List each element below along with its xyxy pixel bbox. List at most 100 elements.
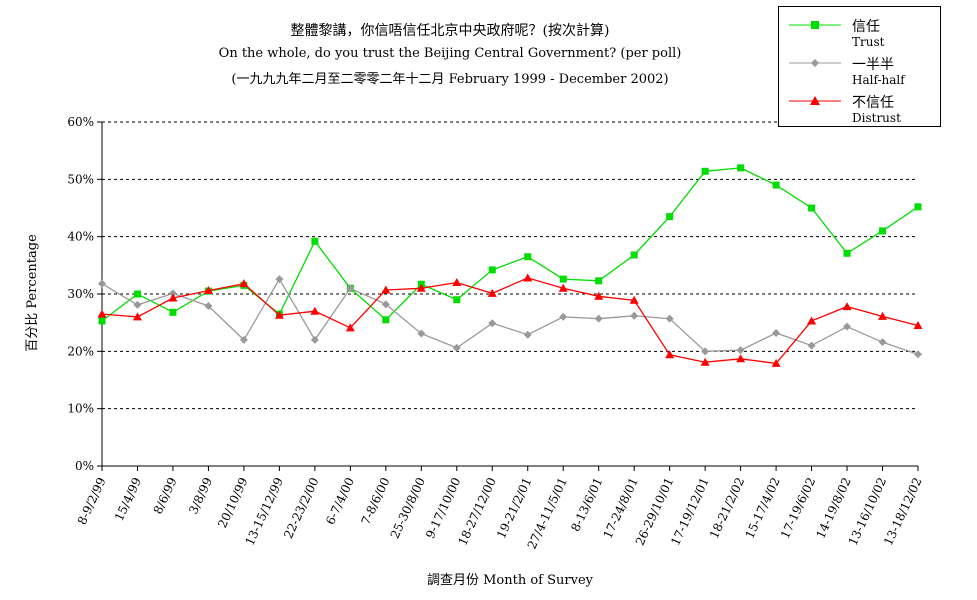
x-tick-labels: 8-9/2/99 15/4/99 8/6/99 3/8/99 20/10/9913-15… <box>75 475 925 551</box>
point-distrust <box>132 312 142 321</box>
x-tick-label: 8-13/6/01 <box>568 475 605 533</box>
point-half-half <box>168 289 177 298</box>
x-tick-label: 22-23/2/00 <box>281 475 321 540</box>
legend-swatch-trust <box>789 21 841 29</box>
x-tick-label: 13-18/12/02 <box>881 475 925 547</box>
point-distrust <box>274 310 284 319</box>
point-distrust <box>239 279 249 288</box>
legend-label-half-half: 一半半 <box>852 57 894 73</box>
x-tick-label: 18-27/12/00 <box>455 475 499 547</box>
point-distrust <box>665 350 675 359</box>
grid-lines <box>102 121 918 410</box>
x-tick-label: 13-15/12/99 <box>242 475 286 547</box>
point-half-half <box>736 346 745 355</box>
point-half-half <box>772 328 781 337</box>
x-tick-label: 9-17/10/00 <box>423 475 463 540</box>
point-half-half <box>381 300 390 309</box>
x-tick-label: 17-19/12/01 <box>668 475 712 547</box>
point-half-half <box>133 300 142 309</box>
point-trust <box>808 204 816 212</box>
point-distrust <box>771 358 781 367</box>
point-distrust <box>381 285 391 294</box>
point-trust <box>630 251 638 259</box>
point-distrust <box>629 295 639 304</box>
x-axis-label: 調查月份 Month of Survey <box>427 573 594 588</box>
legend-label-distrust-en: Distrust <box>852 111 901 125</box>
point-half-half <box>559 312 568 321</box>
point-distrust <box>807 316 817 325</box>
point-distrust <box>168 293 178 302</box>
x-tick-label: 15-17/4/02 <box>742 475 782 540</box>
point-trust <box>701 167 709 175</box>
point-trust <box>524 253 532 261</box>
point-half-half <box>275 275 284 284</box>
point-distrust <box>452 278 462 287</box>
point-distrust <box>523 273 533 282</box>
x-tick-label: 17-19/6/02 <box>778 475 818 540</box>
y-tick-label: 10% <box>67 402 94 416</box>
y-tick-labels: 0% 10% 20% 30% 40% 50% 60% <box>67 115 94 473</box>
y-tick-label: 0% <box>75 459 94 473</box>
x-tick-label: 15/4/99 <box>112 475 144 523</box>
point-distrust <box>736 354 746 363</box>
point-trust <box>311 237 319 245</box>
point-half-half <box>417 329 426 338</box>
legend-swatch-half-half <box>789 59 841 67</box>
point-trust <box>488 266 496 274</box>
point-distrust <box>842 302 852 311</box>
x-tick-label: 7-8/6/00 <box>359 475 393 527</box>
point-half-half <box>701 347 710 356</box>
x-tick-label: 3/8/99 <box>186 475 215 516</box>
point-half-half <box>878 338 887 347</box>
legend-item-half-half: 一半半 Half-half <box>779 51 940 87</box>
point-distrust <box>700 357 710 366</box>
x-tick-label: 25-30/8/00 <box>388 475 428 540</box>
x-tick-label: 18-21/2/02 <box>707 475 747 540</box>
point-distrust <box>878 311 888 320</box>
point-trust <box>559 275 567 283</box>
legend-label-trust: 信任 <box>852 19 880 35</box>
chart-title-english: On the whole, do you trust the Beijing C… <box>218 46 682 61</box>
point-trust <box>98 317 106 325</box>
x-tick-label: 14-19/8/02 <box>813 475 853 540</box>
chart-subtitle: (一九九九年二月至二零零二年十二月 February 1999 - Decemb… <box>231 72 669 87</box>
point-half-half <box>452 343 461 352</box>
point-trust <box>133 290 141 298</box>
x-tick-label: 19-21/2/01 <box>494 475 534 540</box>
legend-swatch-distrust <box>789 96 841 105</box>
point-trust <box>879 227 887 235</box>
point-trust <box>914 203 922 211</box>
point-half-half <box>630 311 639 320</box>
point-distrust <box>97 309 107 318</box>
point-trust <box>737 164 745 172</box>
point-distrust <box>345 323 355 332</box>
x-tick-label: 6-7/4/00 <box>323 475 357 527</box>
legend-label-half-half-en: Half-half <box>852 73 905 87</box>
point-trust <box>666 213 674 221</box>
series-group <box>97 164 923 367</box>
point-distrust <box>416 283 426 292</box>
point-half-half <box>523 330 532 339</box>
y-tick-label: 20% <box>67 344 94 358</box>
point-distrust <box>913 321 923 330</box>
point-half-half <box>239 335 248 344</box>
legend-label-distrust: 不信任 <box>852 95 894 111</box>
x-tick-label: 17-24/8/01 <box>600 475 640 540</box>
legend-item-trust: 信任 Trust <box>779 13 940 49</box>
axes <box>97 121 919 471</box>
point-half-half <box>594 314 603 323</box>
point-trust <box>169 308 177 316</box>
point-distrust <box>594 291 604 300</box>
point-trust <box>453 296 461 304</box>
point-half-half <box>914 350 922 359</box>
point-half-half <box>665 314 674 323</box>
point-distrust <box>203 286 213 295</box>
series-line-distrust <box>101 277 919 365</box>
point-trust <box>382 316 390 324</box>
chart-title: 整體黎講，你信唔信任北京中央政府呢？(按次計算) <box>290 23 610 39</box>
point-half-half <box>310 335 319 344</box>
legend-label-trust-en: Trust <box>852 35 885 49</box>
point-distrust <box>310 306 320 315</box>
y-tick-label: 60% <box>67 115 94 129</box>
series-line-trust <box>101 167 919 322</box>
